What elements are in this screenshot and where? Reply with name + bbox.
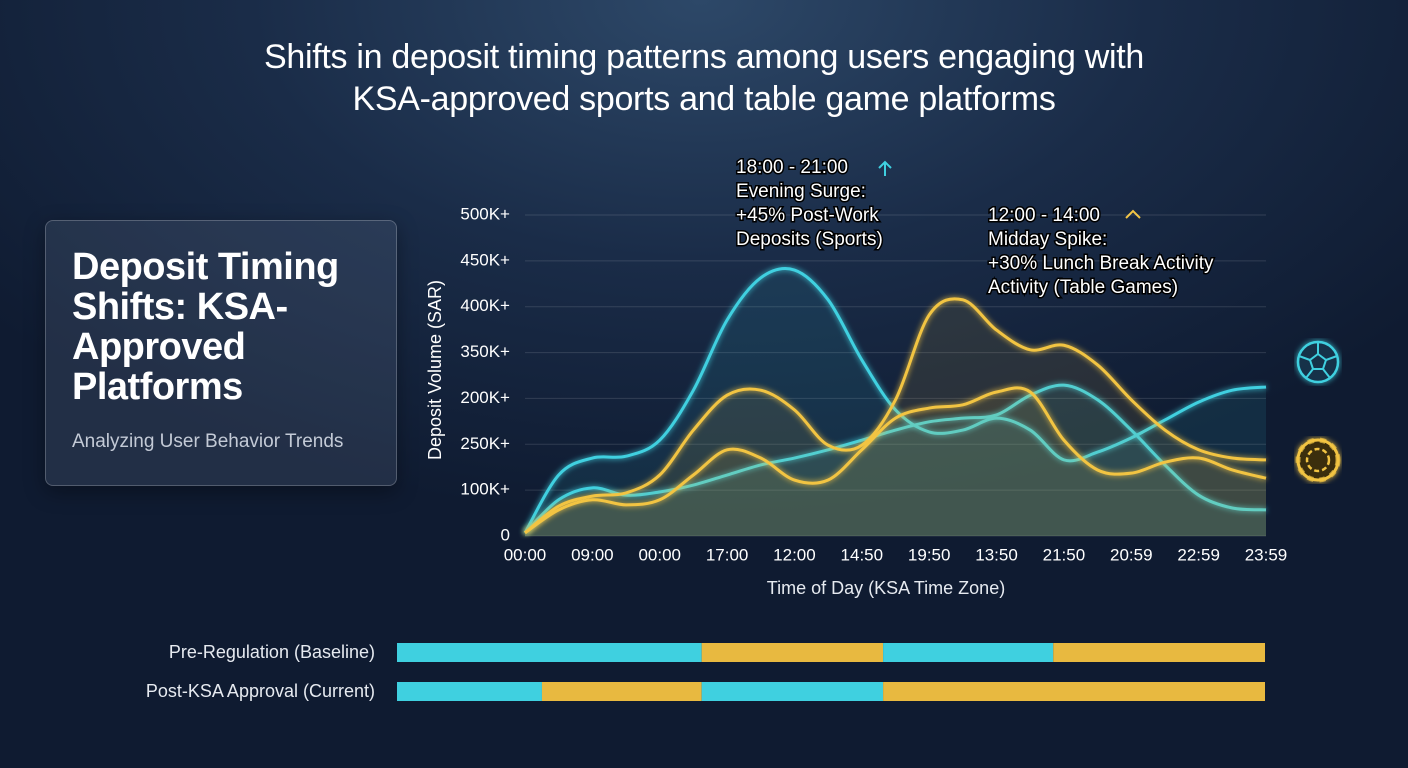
annotation: Deposits (Sports) bbox=[736, 229, 883, 250]
x-tick-label: 14:50 bbox=[841, 545, 884, 564]
area bbox=[525, 387, 1266, 536]
annotation: Activity (Table Games) bbox=[988, 277, 1178, 298]
timeline-segment bbox=[541, 682, 702, 701]
timeline-segment bbox=[701, 682, 884, 701]
card-subtitle: Analyzing User Behavior Trends bbox=[72, 431, 344, 452]
annotation: +45% Post-Work bbox=[736, 205, 879, 226]
x-tick-label: 17:00 bbox=[706, 545, 749, 564]
timeline-segment bbox=[883, 682, 1265, 701]
chart-title: Shifts in deposit timing patterns among … bbox=[263, 38, 1145, 118]
annotation: Evening Surge: bbox=[736, 181, 866, 202]
y-tick-label: 0 bbox=[501, 525, 510, 544]
series-line bbox=[524, 386, 1267, 535]
series-line bbox=[523, 383, 1267, 534]
x-axis-label: Time of Day (KSA Time Zone) bbox=[767, 578, 1005, 598]
sports-icon bbox=[1296, 340, 1340, 384]
card-title: Deposit Timing Shifts: KSA-Approved Plat… bbox=[72, 246, 339, 408]
area bbox=[525, 385, 1266, 536]
y-tick-label: 500K+ bbox=[460, 204, 510, 223]
x-tick-label: 21:50 bbox=[1043, 545, 1086, 564]
chevron bbox=[1125, 209, 1141, 219]
y-axis-label: Deposit Volume (SAR) bbox=[425, 280, 445, 460]
x-tick-label: 20:59 bbox=[1110, 545, 1153, 564]
up-arrow bbox=[878, 160, 892, 176]
x-tick-label: 19:50 bbox=[908, 545, 951, 564]
timeline-label: Post-KSA Approval (Current) bbox=[146, 681, 375, 701]
x-tick-label: 23:59 bbox=[1245, 545, 1288, 564]
x-tick-label: 12:00 bbox=[773, 545, 816, 564]
chip-icon bbox=[1295, 437, 1341, 483]
series-line bbox=[523, 267, 1267, 534]
annotation: +30% Lunch Break Activity bbox=[988, 253, 1214, 274]
x-tick-label: 00:00 bbox=[504, 545, 547, 564]
x-tick-label: 22:59 bbox=[1177, 545, 1220, 564]
timeline-segment bbox=[883, 643, 1054, 662]
x-tick-label: 00:00 bbox=[638, 545, 681, 564]
y-tick-label: 200K+ bbox=[460, 388, 510, 407]
y-tick-label: 100K+ bbox=[460, 480, 510, 499]
y-tick-label: 350K+ bbox=[460, 342, 510, 361]
info-card: Deposit Timing Shifts: KSA-Approved Plat… bbox=[45, 220, 397, 486]
y-tick-label: 250K+ bbox=[460, 434, 510, 453]
timeline-label: Pre-Regulation (Baseline) bbox=[169, 642, 375, 662]
timeline-segment bbox=[397, 682, 542, 701]
area bbox=[525, 268, 1266, 536]
x-tick-label: 09:00 bbox=[571, 545, 614, 564]
annotation: Midday Spike: bbox=[988, 229, 1107, 250]
series-line bbox=[524, 297, 1267, 534]
y-tick-label: 450K+ bbox=[460, 250, 510, 269]
annotation: 18:00 - 21:00 bbox=[736, 157, 848, 178]
y-tick-label: 400K+ bbox=[460, 296, 510, 315]
timeline-segment bbox=[701, 643, 884, 662]
x-tick-label: 13:50 bbox=[975, 545, 1018, 564]
annotation: 12:00 - 14:00 bbox=[988, 205, 1100, 226]
timeline-segment bbox=[1053, 643, 1265, 662]
timeline-segment bbox=[397, 643, 702, 662]
